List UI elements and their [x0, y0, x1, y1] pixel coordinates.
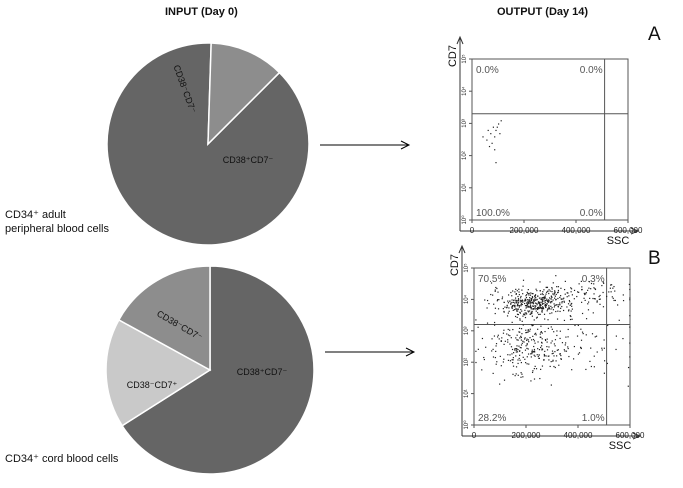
arrow-adult [320, 140, 411, 150]
pie-slice-label: CD38⁺CD7⁻ [223, 155, 274, 165]
pie-slice-label: CD38⁻CD7⁺ [127, 380, 178, 390]
adult-caption: CD34⁺ adult peripheral blood cells [5, 208, 109, 236]
pie-slice [105, 318, 212, 427]
output-header: OUTPUT (Day 14) [497, 6, 589, 18]
pie-slice [117, 265, 211, 372]
pie-slice [207, 42, 281, 146]
pie-chart-adult: CD38⁺CD7⁻CD38⁻CD7⁻ [106, 42, 310, 246]
panel-letter-b: B [648, 248, 661, 269]
pie-slice [121, 265, 315, 475]
input-header: INPUT (Day 0) [165, 6, 238, 18]
cord-caption: CD34⁺ cord blood cells [5, 453, 119, 465]
arrow-cord [325, 347, 416, 357]
adult-caption-line1: CD34⁺ adult [5, 209, 66, 221]
pie-slice-label: CD38⁺CD7⁻ [237, 367, 288, 377]
panel-letter-a: A [648, 24, 661, 45]
adult-caption-line2: peripheral blood cells [5, 223, 109, 235]
pie-chart-cord: CD38⁺CD7⁻CD38⁻CD7⁺CD38⁻CD7⁻ [105, 265, 315, 475]
